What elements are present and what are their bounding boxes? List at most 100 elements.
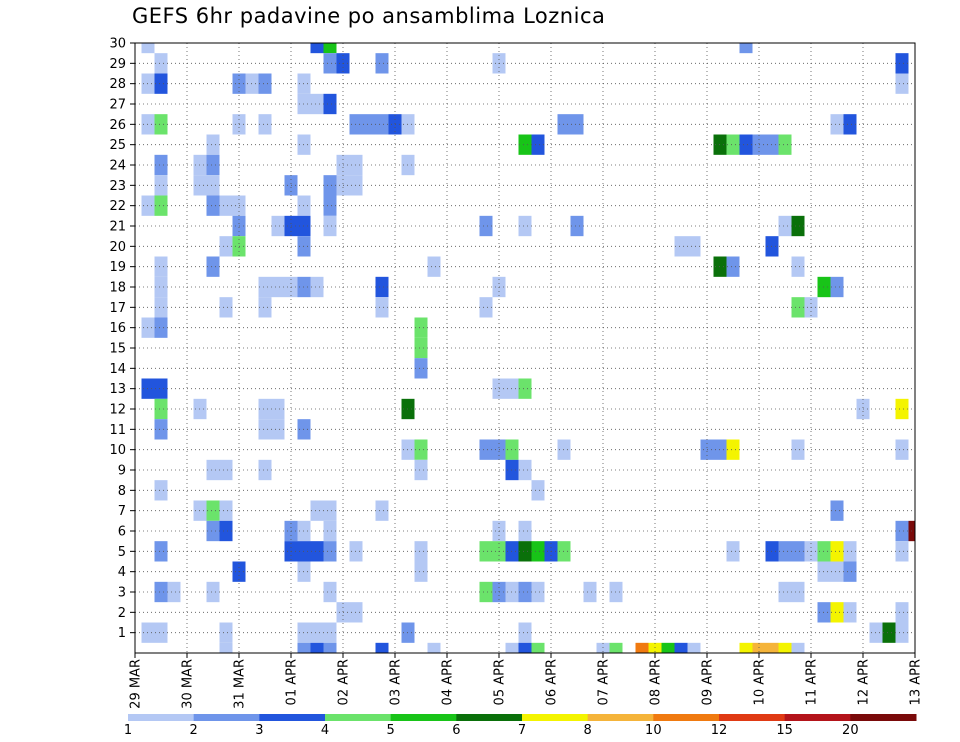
heatmap-cell [167,581,181,603]
heatmap-cell [310,276,324,298]
heatmap-cell [570,114,584,135]
heatmap-cell [375,114,389,135]
heatmap-cell [219,195,233,216]
heatmap-cell [414,317,428,338]
heatmap-cell [310,642,324,653]
heatmap-cell [830,561,844,582]
y-tick-label: 23 [109,179,126,194]
colorbar-swatch [456,714,523,721]
y-tick-label: 22 [109,199,126,214]
heatmap-cell [518,581,532,603]
heatmap-cell [219,520,233,542]
colorbar-label: 20 [842,723,859,738]
colorbar-label: 10 [645,723,662,738]
y-tick-label: 9 [118,464,126,479]
heatmap-cell [154,276,168,298]
heatmap-cell [895,398,909,420]
heatmap-cell [479,439,493,460]
heatmap-cell [778,215,792,237]
heatmap-cell [791,581,805,603]
heatmap-cell [154,622,168,643]
colorbar-swatch [128,714,195,721]
heatmap-cell [739,43,753,54]
heatmap-cell [791,642,805,653]
x-tick-label: 10 APR [753,659,768,705]
heatmap-cell [518,642,532,653]
y-tick-label: 20 [109,240,126,255]
heatmap-cell [323,642,337,653]
heatmap-cell [531,642,545,653]
heatmap-cell [895,520,909,542]
heatmap-cell [830,500,844,521]
heatmap-cell [271,398,285,420]
y-tick-label: 29 [109,57,126,72]
heatmap-cell [414,459,428,481]
x-tick-label: 12 APR [857,659,872,705]
heatmap-cell [518,459,532,481]
heatmap-cell [895,53,909,74]
heatmap-cell [674,642,688,653]
y-tick-label: 4 [118,565,126,580]
heatmap-cell [479,581,493,603]
heatmap-cell [830,276,844,298]
colorbar-swatch [653,714,720,721]
heatmap-cell [323,622,337,643]
heatmap-cell [687,236,701,257]
x-tick-label: 31 MAR [233,659,248,709]
heatmap-cell [505,642,519,653]
heatmap-cell [297,642,311,653]
colorbar-label: 8 [584,723,592,738]
x-tick-label: 06 APR [545,659,560,705]
heatmap-cell [206,459,220,481]
heatmap-cell [895,541,909,562]
heatmap-cell [778,541,792,562]
heatmap-cell [726,134,740,155]
heatmap-cell [323,43,337,54]
heatmap-cell [895,622,909,643]
heatmap-cell [661,642,675,653]
heatmap-cell [479,297,493,318]
heatmap-cell [323,215,337,237]
heatmap-cell [414,561,428,582]
colorbar-swatch [522,714,589,721]
heatmap-cell [687,642,701,653]
heatmap-cell [219,622,233,643]
colorbar-swatch [719,714,786,721]
heatmap-cell [154,398,168,420]
heatmap-cell [531,581,545,603]
colorbar-swatch [587,714,654,721]
heatmap-cell [830,602,844,623]
y-tick-label: 28 [109,77,126,92]
x-tick-label: 04 APR [441,659,456,705]
heatmap-cell [323,520,337,542]
heatmap-cell [323,541,337,562]
heatmap-cell [765,642,779,653]
heatmap-cell [739,134,753,155]
heatmap-cell [271,215,285,237]
heatmap-cell [778,642,792,653]
heatmap-cell [427,256,441,277]
heatmap-cell [726,256,740,277]
colorbar-swatch [784,714,851,721]
heatmap-cell [219,500,233,521]
heatmap-cell [882,622,896,643]
heatmap-cell [791,297,805,318]
heatmap-cell [154,154,168,176]
heatmap-cell [154,73,168,94]
heatmap-cell [206,175,220,196]
heatmap-cell [154,256,168,277]
x-tick-label: 09 APR [701,659,716,705]
heatmap-cell [206,154,220,176]
heatmap-cell [726,439,740,460]
y-tick-label: 11 [109,423,126,438]
colorbar-label: 1 [124,723,132,738]
heatmap-cell [895,602,909,623]
colorbar-label: 3 [255,723,263,738]
heatmap-cell [791,439,805,460]
heatmap-cell [791,256,805,277]
y-tick-label: 24 [109,159,126,174]
heatmap-cell [726,541,740,562]
heatmap-cell [518,622,532,643]
colorbar-label: 4 [321,723,329,738]
y-tick-label: 19 [109,260,126,275]
